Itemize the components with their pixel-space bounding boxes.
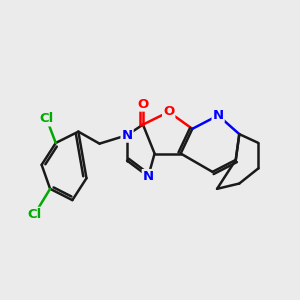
Text: O: O [163,105,174,119]
Text: N: N [143,170,154,183]
Text: Cl: Cl [40,112,54,125]
Text: N: N [122,129,133,142]
Text: Cl: Cl [28,208,42,221]
Text: N: N [213,109,224,122]
Text: O: O [137,98,148,111]
